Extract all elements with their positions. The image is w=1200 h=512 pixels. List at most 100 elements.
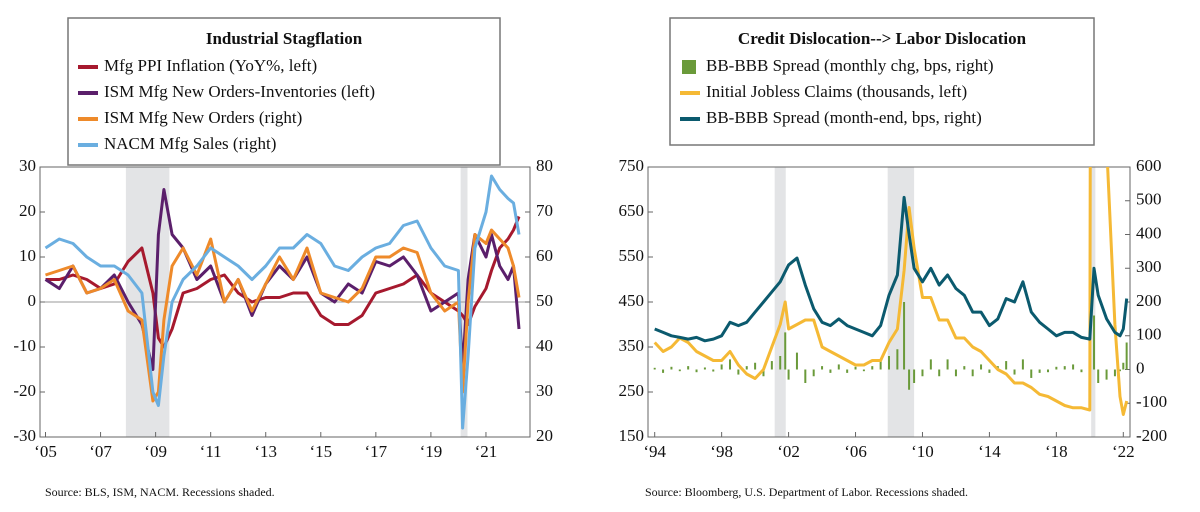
bar: [662, 369, 665, 373]
y2-tick-label: 500: [1136, 190, 1162, 209]
y2-tick-label: 60: [536, 246, 553, 265]
y2-tick-label: 30: [536, 381, 553, 400]
bar: [1038, 369, 1041, 373]
y-tick-label: 750: [619, 156, 645, 175]
bar: [980, 364, 983, 370]
bar: [729, 359, 732, 370]
x-tick-label: ‘06: [844, 442, 867, 461]
bar: [888, 356, 890, 370]
y2-tick-label: 300: [1136, 257, 1162, 276]
y-tick-label: 150: [619, 426, 645, 445]
x-tick-label: ‘13: [254, 442, 277, 461]
legend-label: Mfg PPI Inflation (YoY%, left): [104, 56, 317, 75]
series-line: [44, 174, 521, 430]
bar: [1005, 361, 1008, 370]
y-tick-label: 350: [619, 336, 645, 355]
x-tick-label: ‘07: [89, 442, 112, 461]
bar: [946, 359, 949, 370]
legend-label: NACM Mfg Sales (right): [104, 134, 276, 153]
bar: [879, 361, 882, 370]
y-tick-label: -20: [13, 381, 36, 400]
y2-tick-label: 50: [536, 291, 553, 310]
legend-box: [669, 17, 1095, 146]
legend-label: BB-BBB Spread (month-end, bps, right): [706, 108, 982, 127]
x-tick-label: ‘98: [710, 442, 733, 461]
series-line: [654, 195, 1129, 343]
y2-tick-label: 400: [1136, 223, 1162, 242]
y2-tick-label: 600: [1136, 156, 1162, 175]
bar: [720, 364, 723, 370]
bar: [837, 364, 840, 370]
y2-tick-label: 70: [536, 201, 553, 220]
chart-title: Industrial Stagflation: [206, 29, 363, 48]
plot-area: [44, 174, 521, 430]
bar: [971, 369, 974, 377]
bar: [784, 332, 787, 370]
series-line: [653, 167, 1129, 416]
bar: [653, 367, 656, 370]
x-tick-label: ‘11: [200, 442, 222, 461]
legend-box: [67, 17, 501, 166]
x-tick-label: ‘02: [777, 442, 800, 461]
bar: [787, 369, 790, 380]
y-tick-label: 0: [28, 291, 37, 310]
bar: [829, 369, 832, 373]
source-note: Source: BLS, ISM, NACM. Recessions shade…: [45, 485, 275, 499]
bar: [1021, 359, 1024, 370]
bar: [862, 369, 865, 372]
chart: -30 -20 -10 0 10 20 30 20 30 40 50 60 70 80 ‘05 ‘07 ‘09 ‘…: [13, 17, 553, 499]
y2-tick-label: 40: [536, 336, 553, 355]
bar: [779, 356, 782, 370]
bar: [1063, 366, 1066, 370]
bar: [821, 366, 824, 370]
bar: [737, 369, 740, 375]
bar: [695, 369, 698, 373]
bar: [846, 369, 849, 373]
series-line: [44, 188, 521, 371]
bar: [963, 366, 966, 370]
bar: [908, 369, 911, 390]
x-tick-label: ‘94: [643, 442, 666, 461]
y-tick-label: 20: [19, 201, 36, 220]
bar: [1097, 369, 1100, 383]
y2-tick-label: 80: [536, 156, 553, 175]
x-tick-label: ‘09: [144, 442, 167, 461]
x-tick-label: ‘18: [1045, 442, 1068, 461]
bar: [804, 369, 807, 383]
bar: [678, 369, 681, 372]
x-tick-label: ‘17: [365, 442, 388, 461]
bar: [896, 349, 899, 370]
bar: [687, 366, 690, 370]
y-tick-label: 550: [619, 246, 645, 265]
chart: 150 250 350 450 550 650 750 -200 -100 0 100 200 300 4…: [619, 17, 1167, 499]
y2-tick-label: 100: [1136, 325, 1162, 344]
y-tick-label: -10: [13, 336, 36, 355]
bar: [913, 369, 916, 383]
bar: [929, 359, 932, 370]
legend-label: ISM Mfg New Orders (right): [104, 108, 302, 127]
chart-title: Credit Dislocation--> Labor Dislocation: [738, 29, 1027, 48]
bar: [988, 369, 991, 373]
y-tick-label: 10: [19, 246, 36, 265]
bar: [770, 361, 773, 370]
bar: [1125, 342, 1128, 370]
x-tick-label: ‘14: [978, 442, 1001, 461]
bar: [903, 302, 906, 370]
bar: [795, 352, 798, 370]
bar: [1113, 369, 1116, 377]
source-note: Source: Bloomberg, U.S. Department of La…: [645, 485, 968, 499]
x-tick-label: ‘05: [34, 442, 57, 461]
bar: [871, 366, 874, 370]
bar: [1080, 369, 1083, 373]
bar: [670, 366, 673, 370]
bar: [854, 366, 857, 370]
bar: [1093, 315, 1096, 370]
bar: [812, 369, 815, 377]
y-tick-label: 450: [619, 291, 645, 310]
bar: [1122, 362, 1125, 370]
x-tick-label: ‘22: [1112, 442, 1135, 461]
x-tick-label: ‘19: [420, 442, 443, 461]
recession-band: [774, 167, 786, 437]
bar: [703, 367, 706, 370]
